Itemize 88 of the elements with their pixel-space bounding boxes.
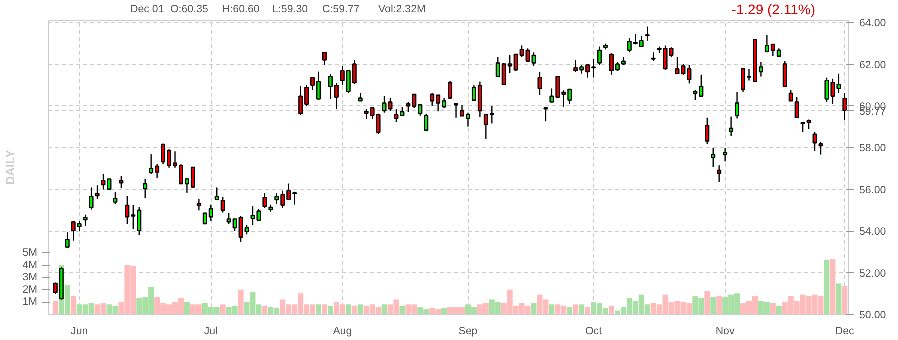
candlestick: [119, 175, 124, 190]
candlestick: [89, 187, 94, 210]
candlestick: [220, 196, 226, 214]
y2-tick-label: 4M: [22, 259, 38, 272]
text: H:60.60: [222, 4, 260, 16]
bar: [70, 296, 76, 314]
bar: [316, 304, 322, 314]
candlestick: [788, 90, 794, 102]
bar: [704, 291, 710, 314]
y-tick-label: 64.00: [860, 18, 886, 30]
candlestick: [711, 148, 716, 168]
bar: [352, 306, 358, 314]
bar: [585, 307, 591, 314]
y2-tick-label: 5M: [22, 246, 38, 259]
candlestick: [65, 232, 70, 248]
candlestick: [113, 192, 118, 205]
text: C:59.77: [322, 4, 360, 16]
bar: [836, 284, 842, 314]
x-tick-label: Jun: [71, 326, 88, 338]
bar: [842, 286, 848, 314]
y2-tick-label: 2M: [22, 284, 38, 296]
bar: [830, 259, 836, 314]
y-tick-label: 56.00: [860, 184, 886, 196]
candlestick: [645, 26, 650, 42]
candlestick: [812, 132, 818, 152]
candlestick: [95, 185, 100, 200]
bar: [608, 306, 614, 314]
candlestick: [717, 165, 722, 183]
text: -1.29 (2.11%): [732, 2, 816, 18]
bar: [567, 307, 573, 314]
candlestick: [538, 71, 542, 96]
x-tick-label: Oct: [586, 326, 602, 338]
x-tick-label: Sep: [458, 326, 478, 338]
bar: [184, 302, 190, 314]
bar: [579, 304, 585, 314]
candlestick: [782, 60, 788, 88]
bar: [716, 296, 722, 314]
y-tick-label: 62.00: [860, 59, 886, 72]
candlestick: [83, 214, 88, 227]
candlestick: [262, 192, 268, 209]
bar: [346, 304, 352, 314]
y-tick-label: 50.00: [860, 310, 886, 322]
bar: [262, 306, 268, 314]
candlestick: [544, 106, 548, 122]
bar: [824, 260, 830, 314]
bar: [238, 290, 244, 314]
candlestick: [705, 117, 710, 145]
candlestick: [598, 46, 602, 66]
text: Vol:2.32M: [378, 4, 426, 16]
text: L:59.30: [272, 4, 308, 16]
bar: [400, 306, 406, 314]
candlestick: [322, 52, 327, 66]
bar: [442, 308, 448, 314]
bar: [220, 304, 226, 314]
bar: [549, 304, 555, 314]
candlestick: [454, 104, 459, 118]
candlestick: [729, 116, 734, 137]
candlestick: [196, 198, 202, 212]
candlestick: [794, 96, 800, 118]
candlestick: [214, 187, 220, 201]
y-tick-label: 52.00: [860, 268, 886, 280]
bar: [328, 306, 334, 314]
y-tick-label: 58.00: [860, 142, 886, 155]
bar: [382, 304, 388, 314]
text: Dec 01: [130, 4, 164, 16]
candlestick: [723, 148, 728, 162]
bar: [358, 304, 364, 314]
bar: [531, 303, 537, 314]
bar: [573, 304, 579, 314]
candlestick: [143, 178, 148, 199]
candlestick: [842, 92, 848, 122]
candlestick: [424, 113, 429, 132]
x-tick-label: Nov: [716, 326, 736, 338]
y-tick-label: 54.00: [860, 226, 886, 238]
bar: [322, 304, 328, 314]
bar: [710, 297, 716, 314]
candlestick: [735, 92, 740, 120]
candlestick: [448, 80, 453, 100]
x-tick-label: Jul: [204, 326, 218, 338]
y2-tick-label: 3M: [22, 272, 38, 284]
text: O:60.35: [170, 4, 208, 16]
bar: [52, 300, 58, 314]
bar: [770, 303, 776, 314]
x-tick-label: Dec: [835, 326, 856, 338]
bar: [776, 306, 782, 314]
y2-tick-label: 1M: [22, 296, 38, 308]
candlestick: [818, 142, 824, 156]
x-tick-label: Aug: [333, 326, 352, 338]
